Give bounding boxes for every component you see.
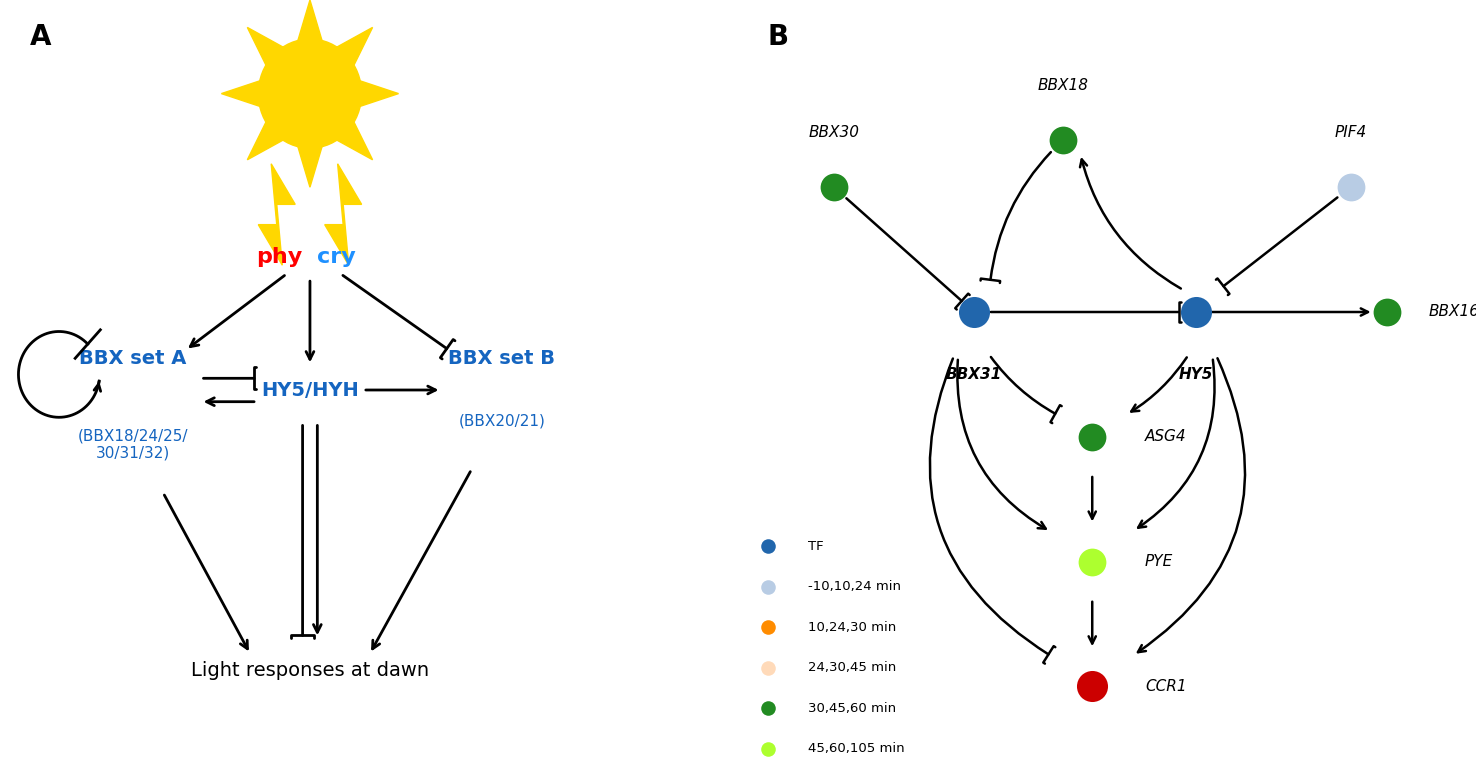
Polygon shape [298,0,322,41]
Polygon shape [360,81,399,106]
Text: ASG4: ASG4 [1145,429,1187,445]
Circle shape [258,39,362,148]
Text: BBX18: BBX18 [1038,78,1088,94]
Text: cry: cry [317,247,356,268]
Point [822,181,846,193]
Point [1376,306,1399,318]
Polygon shape [337,122,372,160]
Polygon shape [248,27,283,65]
Point [756,540,779,552]
Text: B: B [768,23,788,51]
Text: 30,45,60 min: 30,45,60 min [809,702,896,714]
Text: HY5/HYH: HY5/HYH [261,381,359,399]
Text: BBX set A: BBX set A [80,349,186,368]
Point [756,661,779,674]
Point [1184,306,1207,318]
Text: TF: TF [809,540,824,552]
Text: phy: phy [257,247,303,268]
Point [1080,555,1104,568]
Text: 10,24,30 min: 10,24,30 min [809,621,896,633]
Polygon shape [258,164,295,265]
Polygon shape [337,27,372,65]
Point [756,621,779,633]
Text: (BBX18/24/25/
30/31/32): (BBX18/24/25/ 30/31/32) [78,428,187,461]
Text: BBX31: BBX31 [946,367,1002,382]
Point [756,580,779,593]
Text: BBX16: BBX16 [1429,304,1476,320]
Text: BBX30: BBX30 [809,125,859,140]
Point [1051,134,1075,147]
Point [1339,181,1362,193]
Polygon shape [325,164,362,265]
Text: PYE: PYE [1144,554,1173,569]
Point [962,306,986,318]
Point [756,702,779,714]
Polygon shape [221,81,260,106]
Text: CCR1: CCR1 [1145,679,1187,694]
Text: 45,60,105 min: 45,60,105 min [809,743,905,755]
Text: -10,10,24 min: -10,10,24 min [809,580,902,593]
Text: BBX set B: BBX set B [449,349,555,368]
Point [756,743,779,755]
Polygon shape [248,122,283,160]
Text: (BBX20/21): (BBX20/21) [459,413,545,429]
Text: A: A [30,23,52,51]
Point [1080,680,1104,693]
Text: Light responses at dawn: Light responses at dawn [190,661,430,680]
Text: 24,30,45 min: 24,30,45 min [809,661,896,674]
Text: PIF4: PIF4 [1334,125,1367,140]
Polygon shape [298,147,322,187]
Text: HY5: HY5 [1178,367,1213,382]
Point [1080,431,1104,443]
